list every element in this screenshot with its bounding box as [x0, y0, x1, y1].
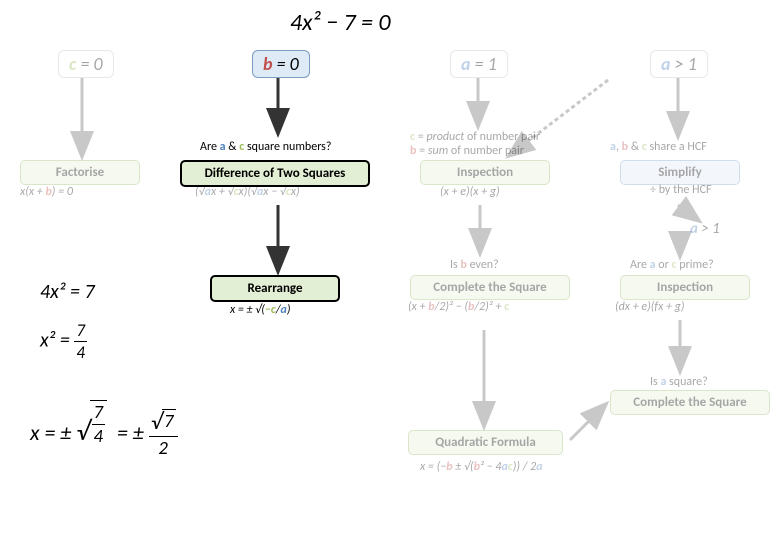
- formula-insp2: (dx + e)(fx + g): [615, 300, 685, 314]
- note-sq_check: Are a & c square numbers?: [200, 140, 331, 154]
- title-text: 4x² − 7 = 0: [290, 8, 391, 37]
- method-cts1: Complete the Square: [410, 275, 570, 300]
- condition-a1: a = 1: [450, 50, 508, 78]
- worked-step-2: x² = 74: [40, 320, 87, 363]
- method-factorise: Factorise: [20, 160, 140, 185]
- method-simp: Simplify: [620, 160, 740, 185]
- flow-arrow: [570, 405, 605, 440]
- formula-cts: (x + b/2)² − (b/2)² + c: [408, 300, 509, 314]
- method-rearr: Rearrange: [210, 275, 340, 302]
- method-dots: Difference of Two Squares: [180, 160, 370, 187]
- formula-rearr: x = ± √(−c/a): [230, 303, 290, 317]
- condition-ag1: a > 1: [650, 50, 708, 78]
- condition-b0: b = 0: [252, 50, 310, 78]
- formula-insp: (x + e)(x + g): [440, 185, 500, 199]
- note-prime: Are a or c prime?: [630, 258, 714, 272]
- formula-dots: (√ax + √cx)(√ax − √cx): [195, 185, 300, 199]
- method-cts2: Complete the Square: [610, 390, 770, 415]
- condition-c0: c = 0: [58, 50, 114, 78]
- note-beven: Is b even?: [450, 258, 499, 272]
- note-hcf: a, b & c share a HCF: [610, 140, 707, 154]
- method-insp2: Inspection: [620, 275, 750, 300]
- condition-ag1b: a > 1: [680, 218, 730, 240]
- note-divhcf: ÷ by the HCF: [650, 183, 711, 197]
- note-pair: c = product of number pairb = sum of num…: [410, 130, 540, 158]
- method-qf: Quadratic Formula: [408, 430, 563, 455]
- formula-fact: x(x + b) = 0: [20, 185, 73, 199]
- equation-title: 4x² − 7 = 0: [290, 8, 391, 37]
- note-asq: Is a square?: [650, 375, 708, 389]
- worked-step-1: 4x² = 7: [40, 280, 95, 304]
- formula-qf: x = (−b ± √(b² − 4ac)) / 2a: [420, 460, 543, 474]
- worked-step-3: x = ± √74 = ± √72: [30, 400, 178, 460]
- method-insp1: Inspection: [420, 160, 550, 185]
